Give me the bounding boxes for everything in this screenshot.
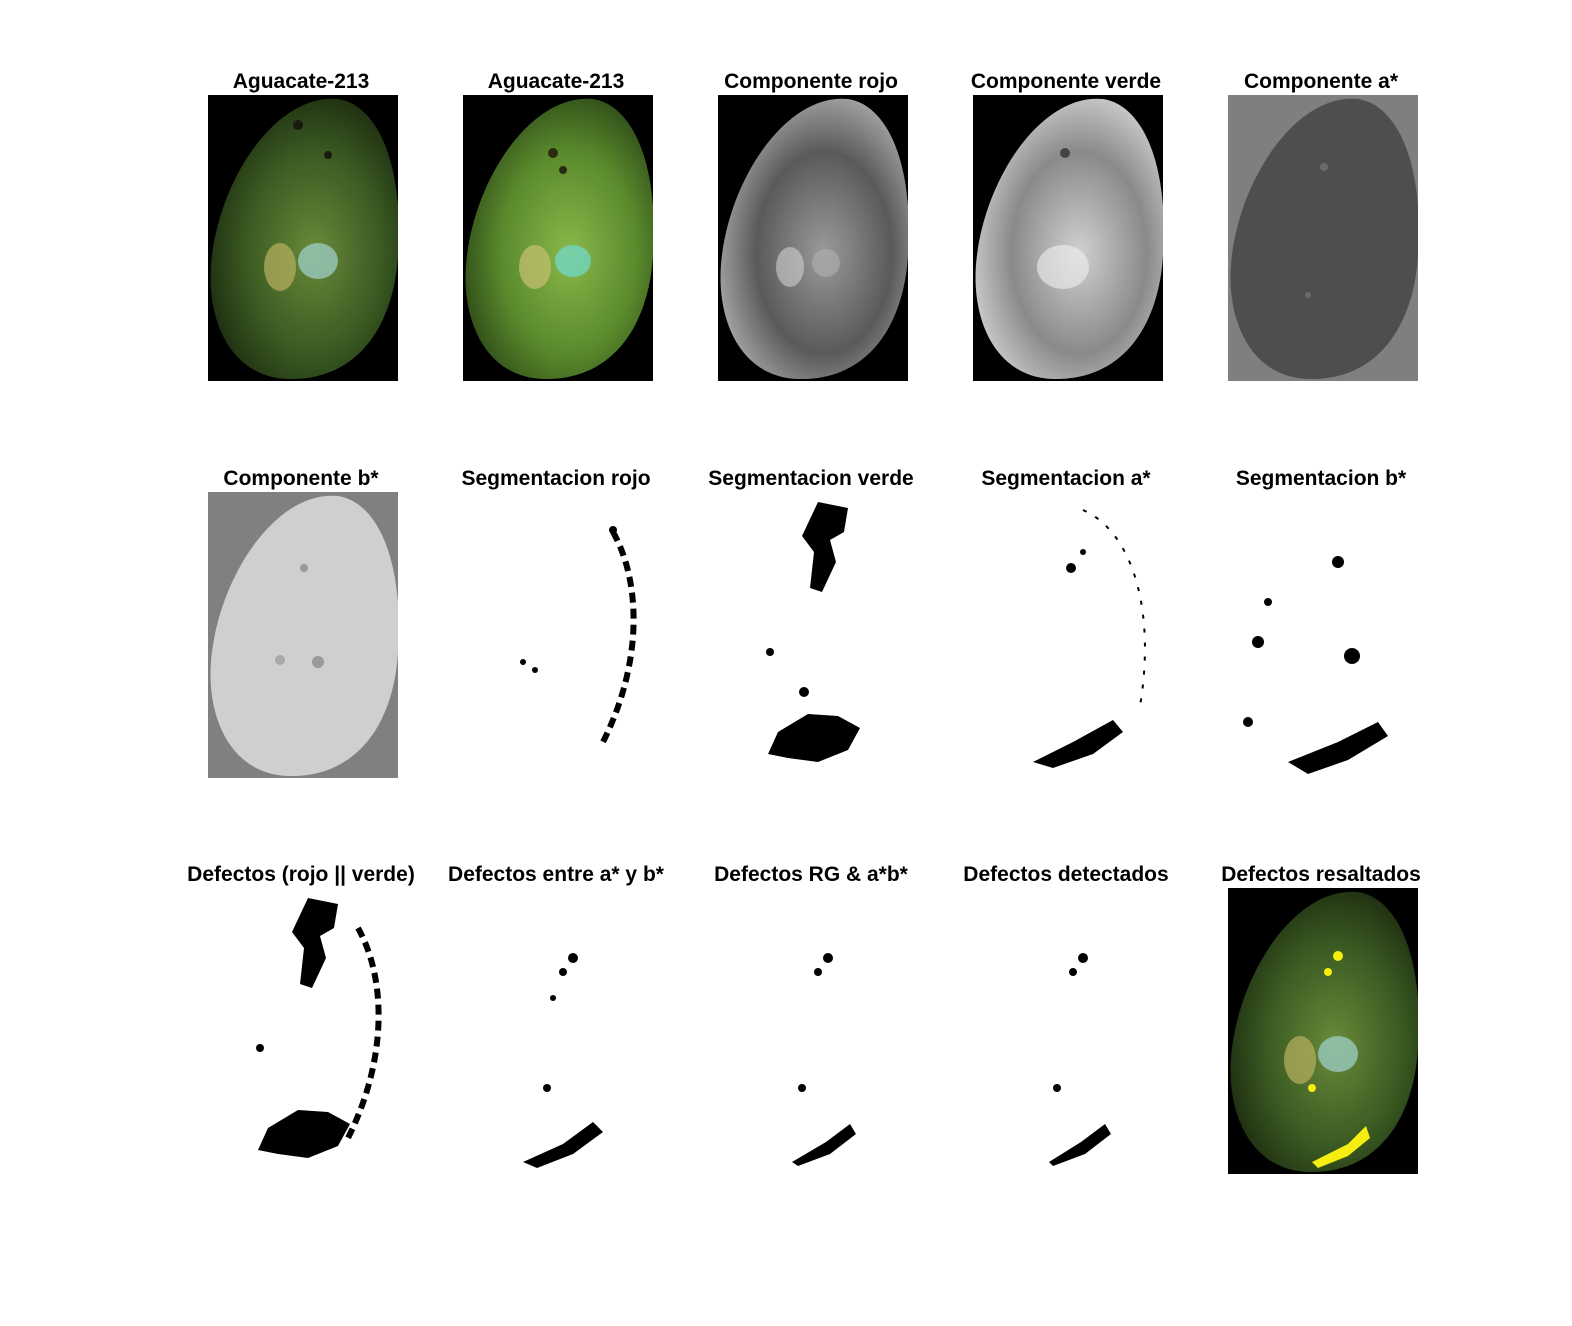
panel-title: Defectos (rojo || verde) [187,863,415,886]
panel-title: Defectos resaltados [1221,863,1421,886]
panel-seg-a: Segmentacion a* [946,467,1186,787]
panel-title: Defectos RG & a*b* [714,863,908,886]
panel-b-component: Componente b* [181,467,421,787]
panel-title: Componente rojo [724,70,898,93]
panel-title: Componente b* [223,467,379,490]
panel-title: Aguacate-213 [487,70,625,93]
panel-filtered: Aguacate-213 [436,70,676,390]
panel-title: Segmentacion verde [708,467,914,490]
defects-detected-mask [973,888,1163,1174]
panel-seg-red: Segmentacion rojo [436,467,676,787]
panel-red-component: Componente rojo [691,70,931,390]
seg-red-mask [463,492,653,778]
seg-b-mask [1228,492,1418,778]
avocado-photo [208,95,398,381]
panel-title: Segmentacion a* [981,467,1151,490]
panel-green-component: Componente verde [946,70,1186,390]
defects-rg-mask [208,888,398,1174]
panel-title: Aguacate-213 [232,70,370,93]
panel-seg-green: Segmentacion verde [691,467,931,787]
a-component-image [1228,95,1418,381]
defects-highlighted-image [1228,888,1418,1174]
panel-title: Componente a* [1243,70,1398,93]
panel-defects-rg-ab: Defectos RG & a*b* [691,863,931,1183]
defects-ab-mask [463,888,653,1174]
panel-defects-ab: Defectos entre a* y b* [436,863,676,1183]
panel-title: Componente verde [970,70,1162,93]
panel-title: Defectos entre a* y b* [448,863,664,886]
panel-title: Segmentacion rojo [461,467,651,490]
green-component-image [973,95,1163,381]
panel-defects-highlighted: Defectos resaltados [1201,863,1441,1183]
panel-defects-detected: Defectos detectados [946,863,1186,1183]
seg-green-mask [718,492,908,778]
b-component-image [208,492,398,778]
avocado-filtered [463,95,653,381]
seg-a-mask [973,492,1163,778]
panel-original: Aguacate-213 [181,70,421,390]
panel-seg-b: Segmentacion b* [1201,467,1441,787]
panel-title: Segmentacion b* [1235,467,1407,490]
panel-a-component: Componente a* [1201,70,1441,390]
panel-title: Defectos detectados [963,863,1169,886]
defects-rg-ab-mask [718,888,908,1174]
red-component-image [718,95,908,381]
panel-defects-rg: Defectos (rojo || verde) [181,863,421,1183]
